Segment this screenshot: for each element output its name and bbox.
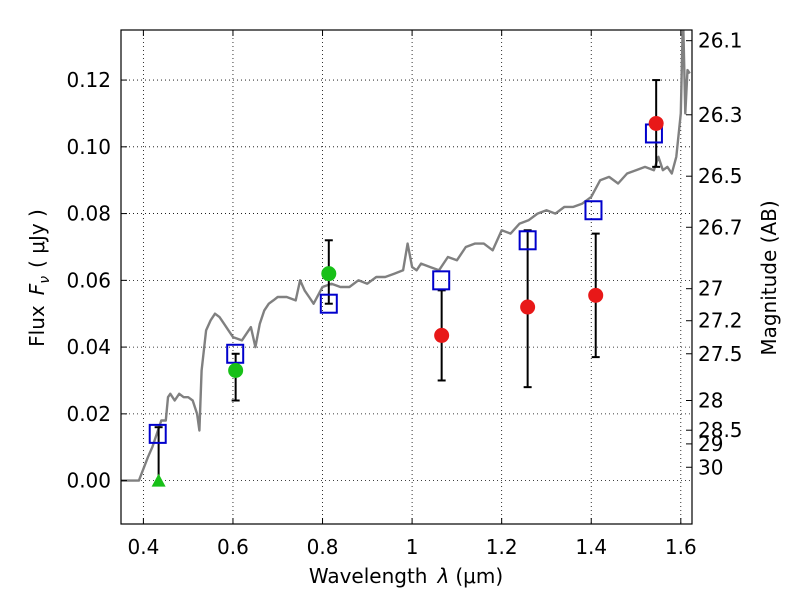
- y2-tick-label: 27.5: [698, 342, 743, 366]
- x-tick-label: 0.4: [127, 535, 159, 559]
- grid-lines: [121, 30, 692, 524]
- y2-tick-label: 26.1: [698, 29, 743, 53]
- open-square-point: [226, 343, 245, 364]
- y2-tick-label: 26.7: [698, 215, 743, 239]
- y2-tick-label: 28: [698, 389, 723, 413]
- y2-tick-label: 28.5: [698, 418, 743, 442]
- x-tick-label: 0.8: [307, 535, 339, 559]
- y2-tick-label: 26.3: [698, 103, 743, 127]
- filled-circle-point: [321, 266, 337, 282]
- error-bars-layer: [154, 79, 661, 485]
- open-square-point: [432, 270, 451, 291]
- y2-tick-label: 29: [698, 432, 723, 456]
- y2-tick-label: 26.5: [698, 164, 743, 188]
- y-tick-label: 0.04: [66, 335, 111, 359]
- filled-circle-point: [520, 299, 536, 315]
- open-square-point: [584, 200, 603, 221]
- y-tick-label: 0.06: [66, 268, 111, 292]
- filled-circle-point: [434, 327, 450, 343]
- x-tick-label: 1.2: [486, 535, 518, 559]
- filled-circle-point: [648, 115, 664, 131]
- filled-circle-point: [588, 287, 604, 303]
- x-tick-label: 1.4: [575, 535, 607, 559]
- model-sed-line: [121, 30, 691, 482]
- open-square-point: [518, 230, 537, 251]
- x-tick-label: 0.6: [217, 535, 249, 559]
- x-tick-label: 1.6: [665, 535, 697, 559]
- markers-layer: [148, 115, 664, 487]
- y2-tick-label: 30: [698, 455, 723, 479]
- x-axis-label: Wavelength λ (μm): [309, 564, 503, 588]
- y2-tick-label: 27: [698, 277, 723, 301]
- model-sed-layer: [121, 30, 691, 482]
- x-tick-label: 1: [406, 535, 419, 559]
- y-axis-label: FluxFν( μJy ): [25, 209, 53, 347]
- y-tick-label: 0.12: [66, 68, 111, 92]
- ticks-layer: [121, 30, 692, 524]
- filled-circle-point: [228, 362, 244, 378]
- open-square-point: [148, 423, 167, 444]
- y-tick-label: 0.10: [66, 135, 111, 159]
- y-tick-label: 0.00: [66, 469, 111, 493]
- tick-labels-layer: 0.4 0.6 0.8 1 1.2 1.4 1.6 0.00 0.02 0.04 0.06 0.08 0…: [66, 29, 742, 559]
- y2-tick-label: 27.2: [698, 309, 743, 333]
- y-tick-label: 0.02: [66, 402, 111, 426]
- open-square-point: [319, 293, 338, 314]
- plot-frame: [120, 29, 693, 525]
- triangle-point: [151, 473, 166, 487]
- y-tick-label: 0.08: [66, 202, 111, 226]
- y2-axis-label: Magnitude (AB): [757, 200, 781, 355]
